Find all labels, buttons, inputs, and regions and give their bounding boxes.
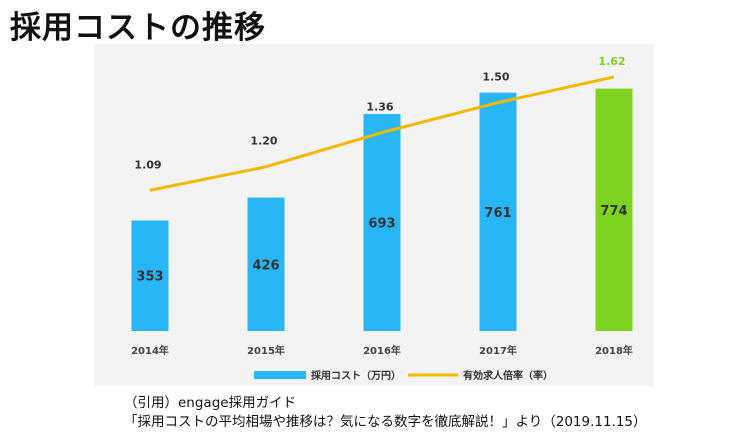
- bar-value-label: 774: [600, 204, 627, 219]
- source-line-1: （引用）engage採用ガイド: [124, 395, 297, 411]
- line-value-label: 1.50: [482, 71, 509, 84]
- bar-2014年: [131, 220, 169, 331]
- x-tick-label: 2015年: [247, 344, 285, 357]
- x-tick-label: 2017年: [479, 344, 517, 357]
- bar-value-label: 353: [136, 270, 163, 285]
- page-title: 採用コストの推移: [10, 10, 266, 46]
- bar-2015年: [247, 197, 285, 331]
- bar-2018年: [595, 88, 633, 332]
- x-tick-label: 2016年: [363, 344, 401, 357]
- bar-2016年: [363, 113, 401, 332]
- bar-value-label: 761: [484, 206, 511, 221]
- bar-value-label: 426: [252, 258, 279, 273]
- legend-label-bar: 採用コスト（万円）: [311, 369, 401, 382]
- line-value-label: 1.36: [366, 101, 393, 114]
- line-value-label: 1.09: [134, 158, 161, 171]
- chart-plot: 353 426 693 761 774 1.09 1.20 1.36 1.50 1.62 2014年…: [131, 55, 633, 382]
- legend-label-line: 有効求人倍率（率）: [463, 369, 553, 382]
- line-value-label: 1.20: [250, 135, 277, 148]
- line-value-label: 1.62: [598, 55, 625, 68]
- bar-value-label: 693: [368, 216, 395, 231]
- x-tick-label: 2014年: [131, 344, 169, 357]
- x-tick-label: 2018年: [595, 344, 633, 357]
- legend-swatch-bar: [254, 371, 306, 379]
- chart-panel: 353 426 693 761 774 1.09 1.20 1.36 1.50 1.62 2014年…: [94, 44, 654, 386]
- source-citation: （引用）engage採用ガイド 「採用コストの平均相場や推移は？気になる数字を徹…: [124, 394, 647, 432]
- bar-2017年: [479, 92, 517, 331]
- source-line-2: 「採用コストの平均相場や推移は？気になる数字を徹底解説！」より（2019.11.…: [124, 414, 647, 430]
- line-series-job-ratio: [149, 75, 615, 192]
